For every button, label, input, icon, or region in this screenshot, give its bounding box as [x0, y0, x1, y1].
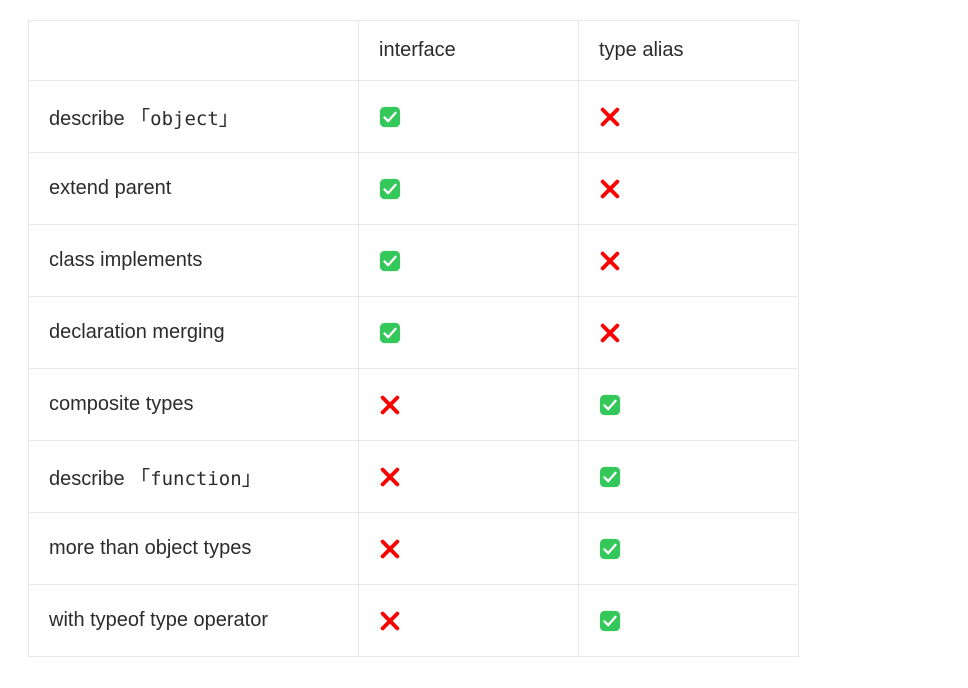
cross-icon	[379, 394, 401, 416]
table-row: class implements	[29, 225, 799, 297]
feature-cell: describe 「object」	[29, 81, 359, 153]
table-row: describe 「function」	[29, 441, 799, 513]
feature-code: function	[150, 468, 242, 490]
feature-cell: more than object types	[29, 513, 359, 585]
feature-cell: with typeof type operator	[29, 585, 359, 657]
cross-icon	[599, 322, 621, 344]
table-row: composite types	[29, 369, 799, 441]
feature-cell: class implements	[29, 225, 359, 297]
feature-cell: composite types	[29, 369, 359, 441]
interface-cell	[359, 153, 579, 225]
type-alias-cell	[579, 81, 799, 153]
feature-cell: describe 「function」	[29, 441, 359, 513]
table-header-row: interface type alias	[29, 21, 799, 81]
cross-icon	[599, 250, 621, 272]
interface-cell	[359, 441, 579, 513]
type-alias-cell	[579, 513, 799, 585]
type-alias-cell	[579, 153, 799, 225]
header-type-alias: type alias	[579, 21, 799, 81]
header-interface: interface	[359, 21, 579, 81]
interface-cell	[359, 513, 579, 585]
interface-cell	[359, 81, 579, 153]
table-row: more than object types	[29, 513, 799, 585]
type-alias-cell	[579, 369, 799, 441]
check-icon	[599, 610, 621, 632]
header-feature	[29, 21, 359, 81]
table-row: declaration merging	[29, 297, 799, 369]
feature-cell: declaration merging	[29, 297, 359, 369]
feature-text: describe 「	[49, 468, 150, 490]
feature-text: 」	[219, 108, 239, 130]
type-alias-cell	[579, 225, 799, 297]
feature-text: 」	[242, 468, 262, 490]
type-alias-cell	[579, 585, 799, 657]
table-row: with typeof type operator	[29, 585, 799, 657]
cross-icon	[599, 178, 621, 200]
check-icon	[599, 394, 621, 416]
check-icon	[379, 250, 401, 272]
table-body: describe 「object」 extend parent class im…	[29, 81, 799, 657]
interface-cell	[359, 225, 579, 297]
table-row: describe 「object」	[29, 81, 799, 153]
comparison-table: interface type alias describe 「object」 e…	[28, 20, 799, 657]
check-icon	[599, 538, 621, 560]
check-icon	[379, 178, 401, 200]
cross-icon	[379, 466, 401, 488]
interface-cell	[359, 369, 579, 441]
cross-icon	[599, 106, 621, 128]
type-alias-cell	[579, 441, 799, 513]
interface-cell	[359, 297, 579, 369]
cross-icon	[379, 610, 401, 632]
check-icon	[379, 106, 401, 128]
feature-code: object	[150, 108, 219, 130]
interface-cell	[359, 585, 579, 657]
check-icon	[599, 466, 621, 488]
feature-text: describe 「	[49, 108, 150, 130]
cross-icon	[379, 538, 401, 560]
table-row: extend parent	[29, 153, 799, 225]
feature-cell: extend parent	[29, 153, 359, 225]
check-icon	[379, 322, 401, 344]
type-alias-cell	[579, 297, 799, 369]
